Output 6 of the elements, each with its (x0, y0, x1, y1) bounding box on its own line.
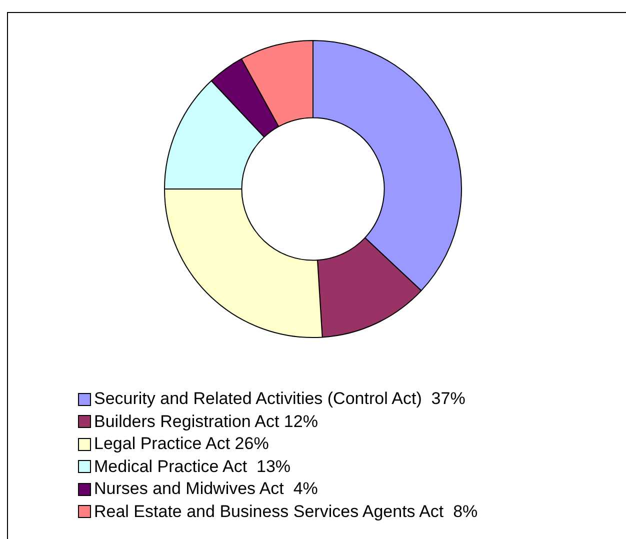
legend-label: Medical Practice Act 13% (94, 456, 291, 478)
legend-label: Legal Practice Act 26% (94, 433, 269, 455)
legend-label: Builders Registration Act 12% (94, 410, 318, 432)
legend-label: Real Estate and Business Services Agents Act 8% (94, 500, 478, 522)
legend-label: Security and Related Activities (Control Act) 37% (94, 388, 466, 410)
legend-label: Nurses and Midwives Act 4% (94, 478, 318, 500)
